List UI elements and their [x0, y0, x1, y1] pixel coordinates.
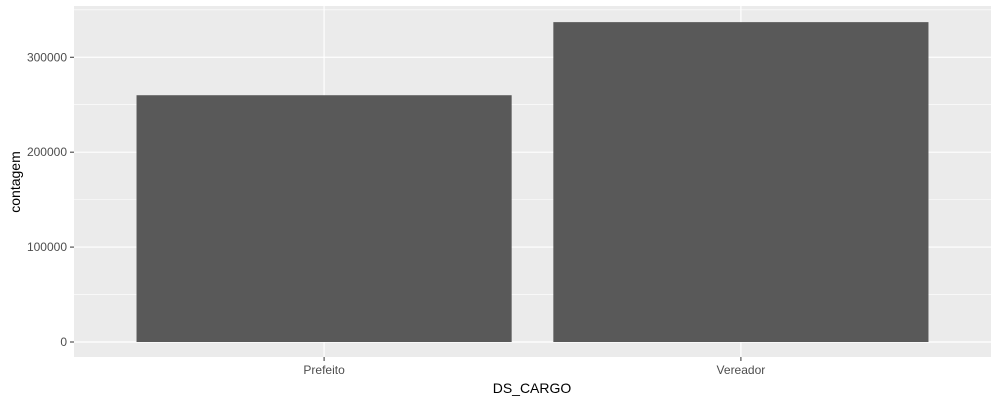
y-tick-label: 300000	[27, 50, 67, 64]
x-axis-title: DS_CARGO	[493, 380, 572, 396]
y-tick-label: 100000	[27, 240, 67, 254]
bar-prefeito	[136, 95, 512, 342]
x-tick-label: Vereador	[717, 363, 766, 377]
y-axis-title: contagem	[7, 151, 23, 212]
x-axis: Prefeito Vereador	[303, 357, 765, 377]
y-tick-label: 0	[60, 335, 67, 349]
bars	[136, 22, 929, 343]
y-tick-label: 200000	[27, 145, 67, 159]
x-tick-label: Prefeito	[303, 363, 345, 377]
bar-vereador	[553, 22, 929, 343]
y-axis: 0 100000 200000 300000	[27, 50, 74, 349]
